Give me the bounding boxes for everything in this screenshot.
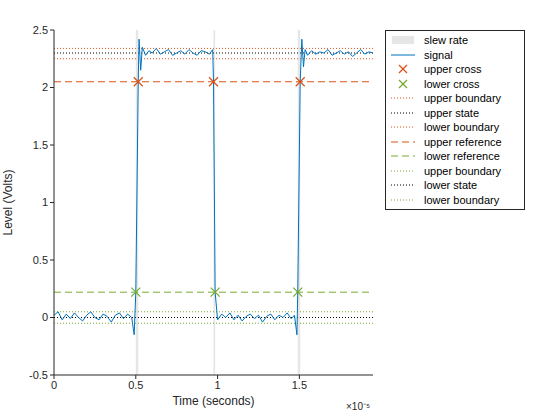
svg-text:2: 2 <box>42 81 48 93</box>
html-text:upper boundary: upper boundary <box>424 92 502 105</box>
html-text:slew rate: slew rate <box>424 34 468 47</box>
html-text:upper boundary: upper boundary <box>424 164 502 177</box>
html-text:lower state: lower state <box>424 179 478 192</box>
svg-text:0: 0 <box>42 311 48 323</box>
svg-text:1: 1 <box>42 196 48 208</box>
svg-text:Level (Volts): Level (Volts) <box>8 169 15 235</box>
html-text:lower reference: lower reference <box>424 150 500 163</box>
html-text:×10⁻⁵: ×10⁻⁵ <box>346 401 371 412</box>
html-text:upper state: upper state <box>424 106 479 119</box>
html-text:upper reference: upper reference <box>424 135 502 148</box>
html-text:lower cross: lower cross <box>424 77 480 90</box>
svg-text:2.5: 2.5 <box>33 24 48 36</box>
html-text:lower boundary: lower boundary <box>424 121 500 134</box>
svg-text:0: 0 <box>51 379 57 391</box>
svg-text:1: 1 <box>215 379 221 391</box>
svg-text:1.5: 1.5 <box>292 379 307 391</box>
svg-text:Time (seconds): Time (seconds) <box>172 394 254 408</box>
html-text:lower boundary: lower boundary <box>424 193 500 206</box>
html-text:signal: signal <box>424 48 453 61</box>
svg-text:1.5: 1.5 <box>33 139 48 151</box>
svg-text:0.5: 0.5 <box>128 379 143 391</box>
html-text:upper cross: upper cross <box>424 63 482 76</box>
svg-text:-0.5: -0.5 <box>29 369 48 381</box>
svg-text:0.5: 0.5 <box>33 254 48 266</box>
